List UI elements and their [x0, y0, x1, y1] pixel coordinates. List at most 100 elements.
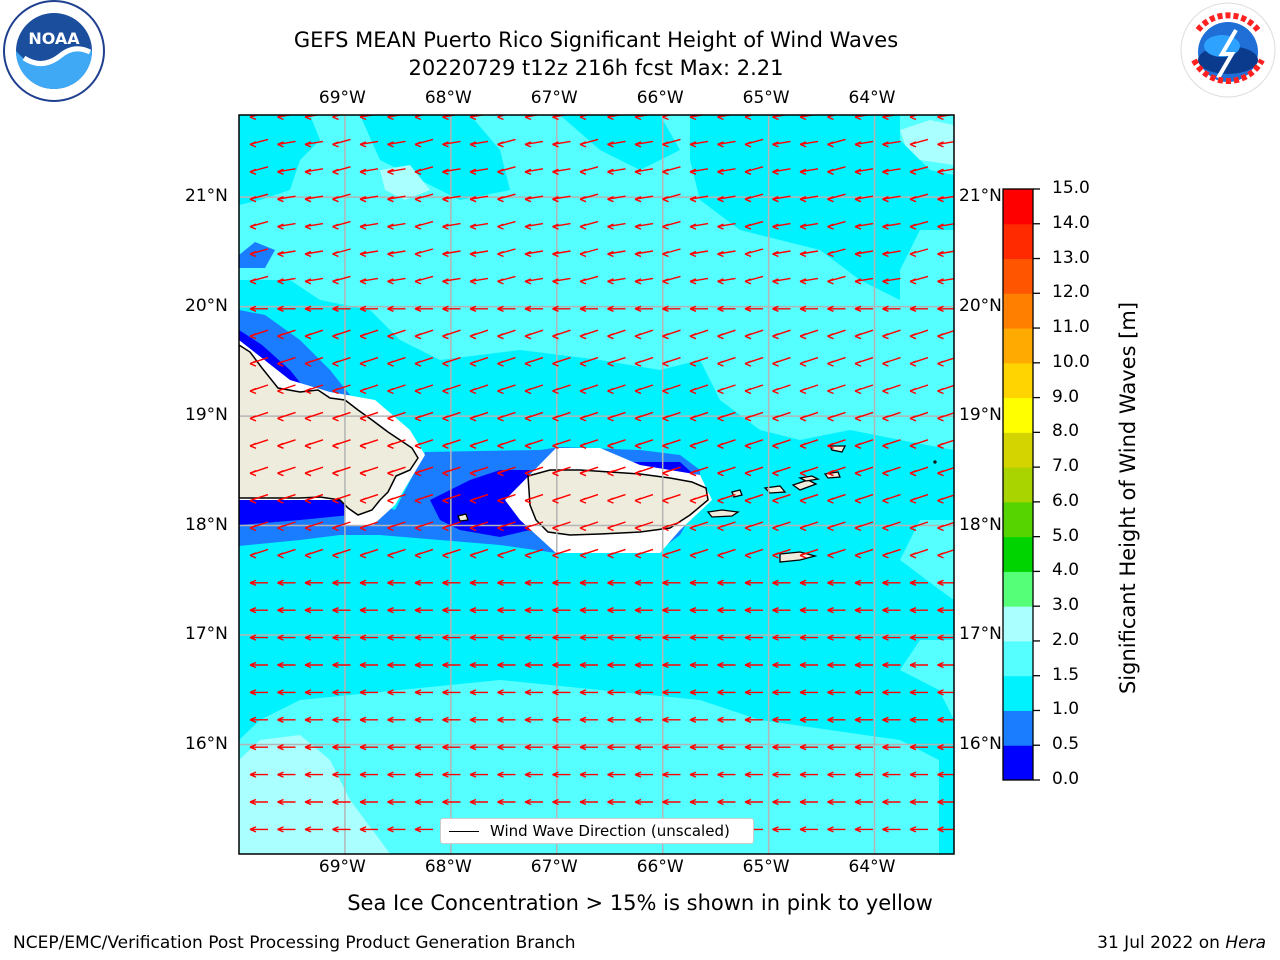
wave-direction-arrow	[717, 771, 736, 778]
colorbar-tick-label: 0.0	[1052, 769, 1080, 789]
wave-direction-arrow	[772, 798, 791, 806]
wave-direction-arrow	[497, 493, 516, 504]
wave-direction-arrow	[689, 305, 708, 312]
wave-direction-arrow	[662, 384, 681, 395]
wave-direction-arrow	[909, 607, 928, 614]
wave-direction-arrow	[662, 798, 681, 806]
wave-direction-arrow	[607, 168, 626, 175]
wave-direction-arrow	[717, 195, 736, 203]
wave-direction-arrow	[277, 356, 296, 367]
colorbar-tick-label: 1.5	[1052, 664, 1080, 685]
wave-direction-arrow	[607, 661, 626, 669]
wave-direction-arrow	[359, 689, 378, 696]
colorbar-segment	[1003, 640, 1033, 677]
wave-direction-arrow	[607, 466, 626, 477]
wave-direction-arrow	[689, 716, 708, 723]
wave-direction-arrow	[689, 548, 709, 559]
wave-direction-arrow	[277, 305, 296, 312]
colorbar-segment	[1003, 606, 1033, 642]
wave-direction-arrow	[744, 248, 764, 258]
wave-direction-arrow	[882, 607, 901, 614]
wave-direction-arrow	[634, 466, 654, 477]
wave-direction-arrow	[387, 356, 406, 367]
wave-direction-arrow	[909, 138, 929, 148]
wave-direction-arrow	[854, 661, 873, 669]
wave-direction-arrow	[524, 716, 543, 723]
wave-direction-arrow	[689, 195, 709, 203]
wave-direction-arrow	[304, 826, 323, 833]
wave-direction-arrow	[827, 548, 846, 559]
wave-direction-arrow	[442, 716, 461, 723]
wave-direction-arrow	[799, 168, 819, 175]
wave-direction-arrow	[249, 579, 268, 586]
wave-direction-arrow	[772, 466, 791, 477]
wave-direction-arrow	[579, 275, 599, 285]
wave-direction-arrow	[579, 356, 599, 367]
wave-direction-arrow	[909, 744, 928, 751]
wave-direction-arrow	[607, 439, 626, 449]
wave-direction-arrow	[249, 826, 268, 833]
wave-direction-arrow	[332, 716, 351, 723]
wave-direction-arrow	[744, 744, 763, 751]
wave-direction-arrow	[552, 384, 571, 395]
colorbar-tick-label: 8.0	[1052, 421, 1080, 442]
wave-direction-arrow	[689, 140, 709, 148]
wave-direction-arrow	[277, 798, 296, 806]
wave-direction-arrow	[827, 275, 846, 285]
latitude-label: 17°N	[959, 624, 1002, 645]
wave-direction-arrow	[359, 661, 378, 669]
ocean-field-2.0-3.0	[239, 120, 954, 854]
wave-direction-arrow	[717, 607, 736, 614]
colorbar-segment	[1003, 536, 1033, 572]
wave-direction-arrow	[607, 607, 626, 614]
wave-direction-arrow	[579, 798, 598, 806]
wave-direction-arrow	[799, 439, 819, 449]
wave-direction-arrow	[607, 411, 626, 422]
wave-direction-arrow	[607, 548, 626, 559]
wave-direction-arrow	[799, 411, 819, 422]
wave-direction-arrow	[579, 248, 599, 258]
wave-direction-arrow	[414, 275, 434, 285]
wave-direction-arrow	[359, 222, 379, 230]
wave-direction-arrow	[909, 493, 929, 504]
wave-direction-arrow	[634, 329, 654, 340]
wave-direction-arrow	[689, 798, 708, 806]
wave-direction-arrow	[607, 521, 626, 532]
wave-direction-arrow	[772, 521, 791, 532]
wave-direction-arrow	[882, 493, 901, 504]
wave-direction-arrow	[662, 220, 681, 230]
wave-direction-arrow	[359, 493, 379, 504]
wave-direction-arrow	[717, 222, 736, 230]
wave-direction-arrow	[909, 634, 928, 641]
wave-direction-arrow	[332, 771, 351, 778]
wave-direction-arrow	[799, 716, 818, 723]
wave-direction-arrow	[579, 771, 598, 778]
wave-direction-arrow	[359, 305, 378, 312]
wave-direction-arrow	[689, 607, 708, 614]
wave-direction-arrow	[882, 798, 901, 806]
wave-direction-arrow	[442, 168, 461, 175]
wave-direction-arrow	[937, 384, 954, 395]
wave-direction-arrow	[304, 744, 323, 751]
wave-direction-arrow	[332, 607, 351, 614]
wave-direction-arrow	[689, 439, 709, 449]
wave-direction-arrow	[359, 798, 378, 806]
wave-direction-arrow	[717, 521, 736, 532]
longitude-label: 65°W	[742, 857, 790, 877]
wave-direction-arrow	[799, 305, 818, 312]
wave-direction-arrow	[579, 384, 599, 395]
wave-direction-arrow	[579, 744, 598, 751]
wave-direction-arrow	[634, 140, 654, 148]
wave-direction-arrow	[799, 384, 819, 395]
wave-direction-arrow	[414, 138, 434, 148]
colorbar-segment	[1003, 397, 1033, 433]
wave-direction-arrow	[304, 384, 324, 395]
wave-direction-arrow	[607, 771, 626, 778]
wave-direction-arrow	[937, 277, 954, 285]
wave-direction-arrow	[937, 140, 954, 148]
wave-direction-arrow	[387, 661, 406, 669]
wave-direction-arrow	[937, 250, 954, 258]
wave-direction-arrow	[799, 250, 819, 258]
wave-direction-arrow	[937, 357, 954, 367]
colorbar-segment	[1003, 223, 1033, 260]
